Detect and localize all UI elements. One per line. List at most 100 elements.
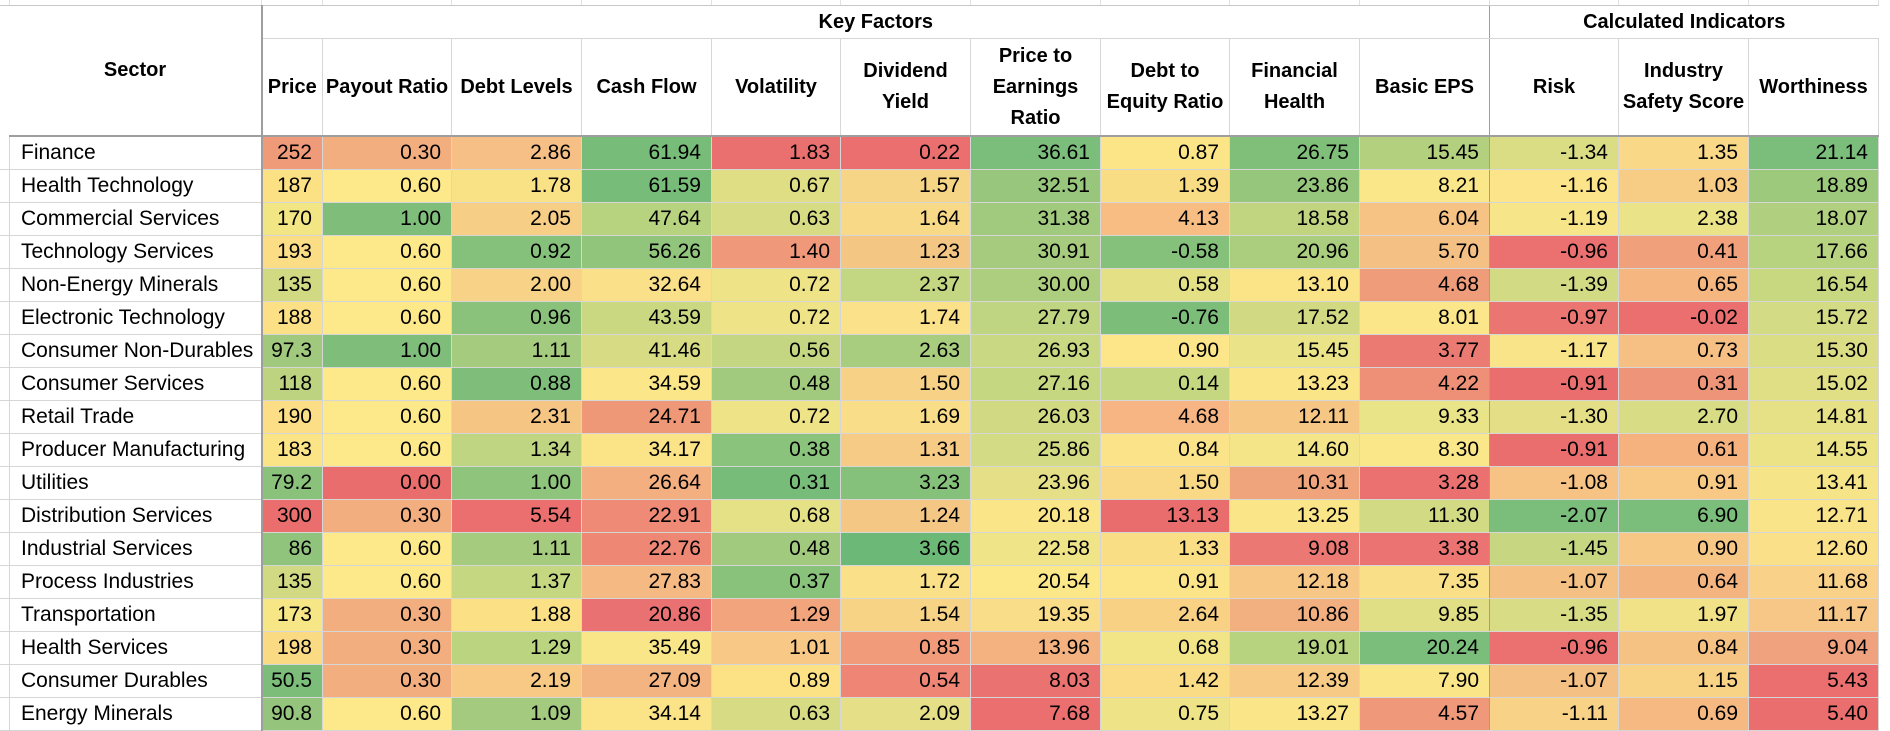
sector-cell[interactable]: Retail Trade	[9, 400, 263, 434]
sector-cell[interactable]: Industrial Services	[9, 532, 263, 566]
cell-debt-to-equity-ratio[interactable]: 2.64	[1100, 598, 1230, 632]
column-header-dividend-yield[interactable]: Dividend Yield	[840, 38, 971, 137]
cell-payout-ratio[interactable]: 0.60	[322, 268, 452, 302]
cell-price[interactable]: 252	[261, 136, 323, 170]
cell-volatility[interactable]: 0.72	[711, 400, 841, 434]
sector-cell[interactable]: Electronic Technology	[9, 301, 263, 335]
cell-cash-flow[interactable]: 34.17	[581, 433, 712, 467]
sector-cell[interactable]: Finance	[9, 136, 263, 170]
cell-industry-safety-score[interactable]: 6.90	[1618, 499, 1749, 533]
cell-debt-levels[interactable]: 2.00	[451, 268, 582, 302]
cell-volatility[interactable]: 0.72	[711, 301, 841, 335]
cell-price[interactable]: 190	[261, 400, 323, 434]
cell-debt-levels[interactable]: 1.34	[451, 433, 582, 467]
cell-basic-eps[interactable]: 4.68	[1359, 268, 1490, 302]
cell-industry-safety-score[interactable]: 2.38	[1618, 202, 1749, 236]
cell-basic-eps[interactable]: 8.21	[1359, 169, 1490, 203]
cell-dividend-yield[interactable]: 3.66	[840, 532, 971, 566]
cell-basic-eps[interactable]: 7.90	[1359, 664, 1490, 698]
cell-financial-health[interactable]: 19.01	[1229, 631, 1360, 665]
cell-financial-health[interactable]: 9.08	[1229, 532, 1360, 566]
cell-industry-safety-score[interactable]: 0.61	[1618, 433, 1749, 467]
column-header-price-to-earnings-ratio[interactable]: Price to Earnings Ratio	[970, 38, 1101, 137]
cell-cash-flow[interactable]: 56.26	[581, 235, 712, 269]
cell-basic-eps[interactable]: 20.24	[1359, 631, 1490, 665]
cell-risk[interactable]: -0.97	[1489, 301, 1619, 335]
cell-payout-ratio[interactable]: 0.60	[322, 169, 452, 203]
cell-volatility[interactable]: 0.48	[711, 367, 841, 401]
cell-industry-safety-score[interactable]: 0.69	[1618, 697, 1749, 731]
cell-dividend-yield[interactable]: 1.23	[840, 235, 971, 269]
cell-price[interactable]: 198	[261, 631, 323, 665]
cell-cash-flow[interactable]: 41.46	[581, 334, 712, 368]
cell-cash-flow[interactable]: 26.64	[581, 466, 712, 500]
cell-volatility[interactable]: 1.83	[711, 136, 841, 170]
cell-payout-ratio[interactable]: 0.60	[322, 301, 452, 335]
cell-dividend-yield[interactable]: 0.85	[840, 631, 971, 665]
cell-volatility[interactable]: 1.29	[711, 598, 841, 632]
cell-industry-safety-score[interactable]: 0.31	[1618, 367, 1749, 401]
cell-price[interactable]: 187	[261, 169, 323, 203]
cell-cash-flow[interactable]: 27.09	[581, 664, 712, 698]
cell-cash-flow[interactable]: 61.94	[581, 136, 712, 170]
cell-basic-eps[interactable]: 8.01	[1359, 301, 1490, 335]
cell-financial-health[interactable]: 12.11	[1229, 400, 1360, 434]
cell-debt-to-equity-ratio[interactable]: 0.58	[1100, 268, 1230, 302]
cell-basic-eps[interactable]: 6.04	[1359, 202, 1490, 236]
cell-volatility[interactable]: 0.37	[711, 565, 841, 599]
column-header-payout-ratio[interactable]: Payout Ratio	[322, 38, 452, 137]
cell-debt-to-equity-ratio[interactable]: 0.14	[1100, 367, 1230, 401]
cell-payout-ratio[interactable]: 1.00	[322, 202, 452, 236]
cell-dividend-yield[interactable]: 3.23	[840, 466, 971, 500]
cell-worthiness[interactable]: 9.04	[1748, 631, 1879, 665]
cell-financial-health[interactable]: 15.45	[1229, 334, 1360, 368]
sector-cell[interactable]: Consumer Services	[9, 367, 263, 401]
column-header-debt-levels[interactable]: Debt Levels	[451, 38, 582, 137]
cell-dividend-yield[interactable]: 0.22	[840, 136, 971, 170]
cell-cash-flow[interactable]: 34.14	[581, 697, 712, 731]
cell-cash-flow[interactable]: 61.59	[581, 169, 712, 203]
cell-volatility[interactable]: 0.89	[711, 664, 841, 698]
cell-debt-levels[interactable]: 1.88	[451, 598, 582, 632]
cell-price-to-earnings-ratio[interactable]: 22.58	[970, 532, 1101, 566]
cell-worthiness[interactable]: 21.14	[1748, 136, 1879, 170]
cell-cash-flow[interactable]: 20.86	[581, 598, 712, 632]
cell-cash-flow[interactable]: 32.64	[581, 268, 712, 302]
cell-dividend-yield[interactable]: 1.74	[840, 301, 971, 335]
cell-risk[interactable]: -1.16	[1489, 169, 1619, 203]
cell-payout-ratio[interactable]: 0.60	[322, 565, 452, 599]
cell-dividend-yield[interactable]: 2.63	[840, 334, 971, 368]
cell-debt-levels[interactable]: 2.86	[451, 136, 582, 170]
cell-price[interactable]: 188	[261, 301, 323, 335]
cell-cash-flow[interactable]: 27.83	[581, 565, 712, 599]
cell-risk[interactable]: -1.07	[1489, 565, 1619, 599]
cell-price-to-earnings-ratio[interactable]: 19.35	[970, 598, 1101, 632]
calculated-indicators-header[interactable]: Calculated Indicators	[1489, 5, 1879, 39]
cell-industry-safety-score[interactable]: 0.91	[1618, 466, 1749, 500]
cell-price-to-earnings-ratio[interactable]: 20.18	[970, 499, 1101, 533]
cell-worthiness[interactable]: 15.72	[1748, 301, 1879, 335]
cell-price-to-earnings-ratio[interactable]: 30.00	[970, 268, 1101, 302]
cell-worthiness[interactable]: 5.40	[1748, 697, 1879, 731]
sector-cell[interactable]: Consumer Non-Durables	[9, 334, 263, 368]
cell-cash-flow[interactable]: 34.59	[581, 367, 712, 401]
cell-price-to-earnings-ratio[interactable]: 20.54	[970, 565, 1101, 599]
cell-basic-eps[interactable]: 5.70	[1359, 235, 1490, 269]
cell-price-to-earnings-ratio[interactable]: 13.96	[970, 631, 1101, 665]
cell-volatility[interactable]: 0.63	[711, 697, 841, 731]
cell-debt-levels[interactable]: 1.11	[451, 532, 582, 566]
cell-financial-health[interactable]: 12.39	[1229, 664, 1360, 698]
cell-payout-ratio[interactable]: 1.00	[322, 334, 452, 368]
cell-financial-health[interactable]: 13.25	[1229, 499, 1360, 533]
cell-financial-health[interactable]: 14.60	[1229, 433, 1360, 467]
cell-worthiness[interactable]: 15.02	[1748, 367, 1879, 401]
column-header-worthiness[interactable]: Worthiness	[1748, 38, 1879, 137]
cell-debt-levels[interactable]: 0.88	[451, 367, 582, 401]
cell-worthiness[interactable]: 11.68	[1748, 565, 1879, 599]
cell-basic-eps[interactable]: 4.22	[1359, 367, 1490, 401]
cell-debt-levels[interactable]: 1.78	[451, 169, 582, 203]
cell-risk[interactable]: -0.91	[1489, 367, 1619, 401]
cell-cash-flow[interactable]: 24.71	[581, 400, 712, 434]
column-header-cash-flow[interactable]: Cash Flow	[581, 38, 712, 137]
cell-payout-ratio[interactable]: 0.30	[322, 598, 452, 632]
